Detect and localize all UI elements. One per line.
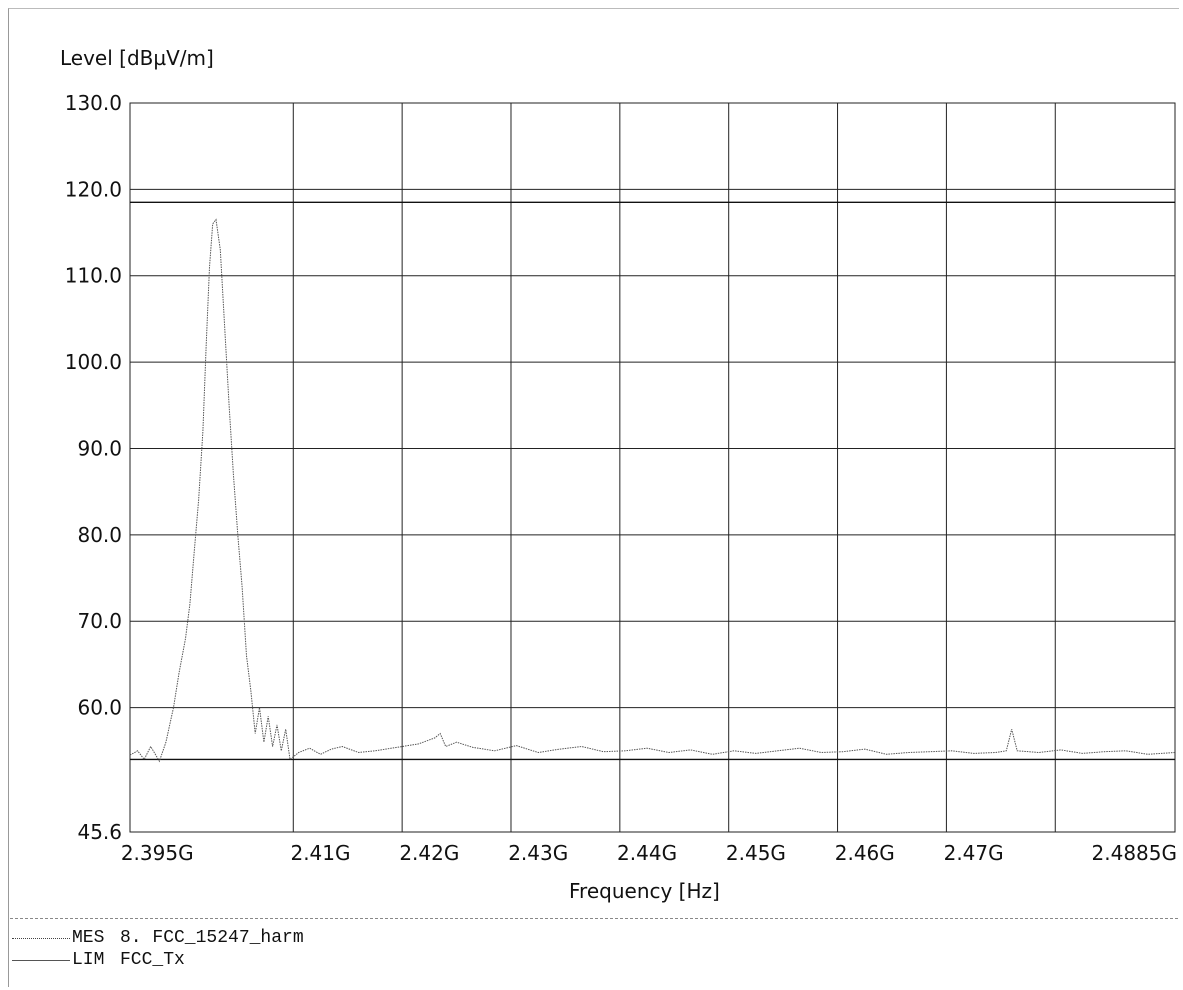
legend-entry-mes: MES 8. FCC_15247_harm bbox=[12, 927, 304, 949]
x-tick-label-3: 2.43G bbox=[508, 841, 568, 865]
y-tick-label-6: 70.0 bbox=[77, 609, 122, 633]
plot-area bbox=[129, 102, 1176, 833]
x-tick-label-5: 2.45G bbox=[726, 841, 786, 865]
x-tick-label-4: 2.44G bbox=[617, 841, 677, 865]
legend-text-lim: FCC_Tx bbox=[120, 950, 185, 970]
y-tick-label-7: 60.0 bbox=[77, 696, 122, 720]
x-tick-label-8: 2.4885G bbox=[1092, 841, 1177, 865]
y-tick-label-5: 80.0 bbox=[77, 523, 122, 547]
x-axis-label: Frequency [Hz] bbox=[569, 879, 720, 903]
y-tick-label-1: 120.0 bbox=[65, 177, 122, 201]
legend-entry-lim: LIM FCC_Tx bbox=[12, 949, 304, 971]
series-line-0 bbox=[129, 218, 1176, 763]
legend-separator bbox=[10, 918, 1178, 919]
y-tick-label-3: 100.0 bbox=[65, 350, 122, 374]
x-tick-label-1: 2.41G bbox=[290, 841, 350, 865]
x-tick-label-0: 2.395G bbox=[121, 841, 194, 865]
legend-text-mes: 8. FCC_15247_harm bbox=[120, 928, 304, 948]
x-tick-label-2: 2.42G bbox=[399, 841, 459, 865]
y-tick-label-4: 90.0 bbox=[77, 436, 122, 460]
legend-key-lim: LIM bbox=[72, 950, 105, 970]
y-tick-label-2: 110.0 bbox=[65, 264, 122, 288]
chart-frame bbox=[8, 8, 1179, 987]
legend: MES 8. FCC_15247_harm LIM FCC_Tx bbox=[12, 927, 304, 971]
legend-swatch-mes bbox=[12, 937, 70, 939]
legend-swatch-lim bbox=[12, 959, 70, 961]
x-tick-label-7: 2.47G bbox=[944, 841, 1004, 865]
y-tick-label-0: 130.0 bbox=[65, 91, 122, 115]
legend-key-mes: MES bbox=[72, 928, 105, 948]
y-axis-label: Level [dBµV/m] bbox=[60, 46, 214, 70]
x-tick-label-6: 2.46G bbox=[835, 841, 895, 865]
y-tick-label-8: 45.6 bbox=[77, 820, 122, 844]
